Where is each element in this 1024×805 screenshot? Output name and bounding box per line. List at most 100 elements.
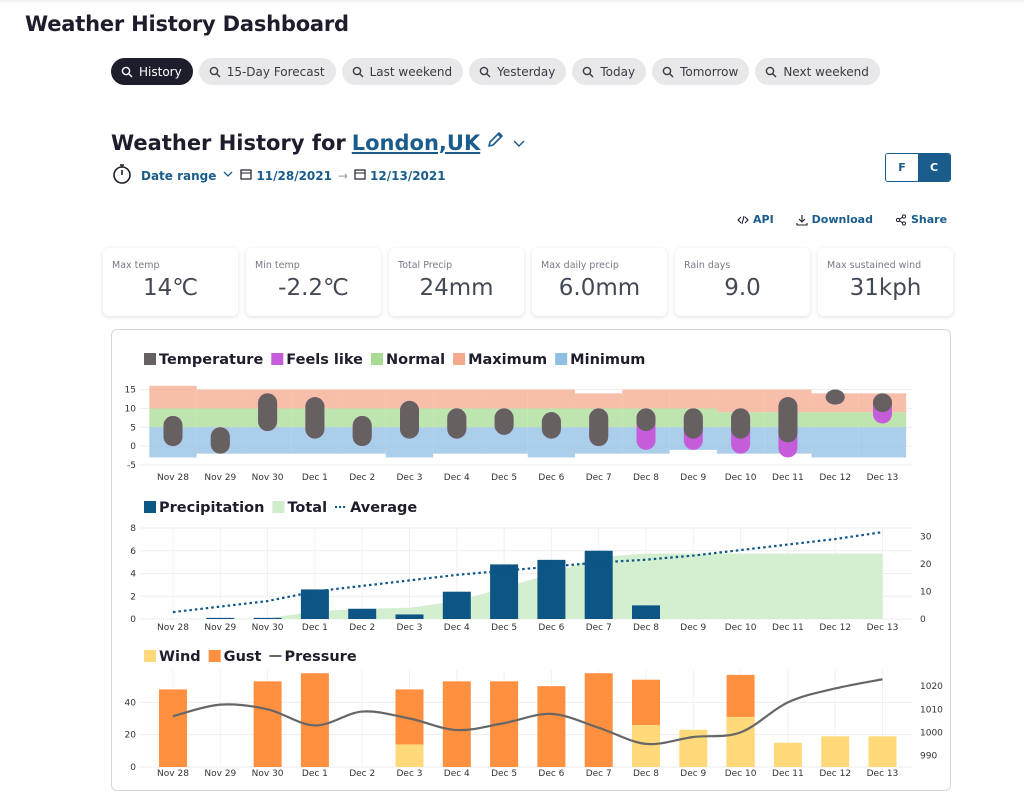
band-minimum (811, 427, 859, 458)
x-tick-label: Nov 29 (204, 623, 236, 633)
temperature-bar (541, 412, 561, 439)
temperature-bar (731, 408, 751, 439)
x-tick-label: Dec 9 (680, 623, 706, 633)
x-tick-label: Dec 11 (772, 769, 804, 779)
gust-bar (300, 673, 329, 767)
x-tick-label: Dec 4 (444, 769, 470, 779)
x-tick-label: Dec 7 (586, 623, 612, 633)
temperature-bar (825, 389, 845, 405)
y2-tick-label: 10 (920, 587, 932, 597)
precipitation-bar (632, 605, 660, 619)
tab-label: Yesterday (497, 64, 556, 79)
location-link[interactable]: London,UK (351, 130, 481, 155)
summary-value: 6.0mm (558, 275, 641, 301)
date-range-label[interactable]: Date range (141, 168, 217, 183)
legend-label: Maximum (468, 352, 547, 368)
download-icon (796, 214, 808, 226)
temperature-bar (352, 415, 372, 447)
wind-bar (726, 716, 755, 767)
unit-c-button[interactable]: C (918, 154, 950, 181)
band-maximum (338, 389, 386, 409)
band-maximum (196, 389, 244, 409)
x-tick-label: Dec 8 (633, 623, 659, 633)
search-icon (352, 66, 364, 77)
tab-history[interactable]: History (111, 58, 193, 85)
x-tick-label: Dec 13 (867, 623, 899, 633)
x-tick-label: Nov 29 (204, 473, 236, 483)
x-tick-label: Dec 2 (349, 769, 375, 779)
start-date[interactable]: 11/28/2021 (256, 168, 332, 183)
temperature-bar (447, 408, 467, 439)
page-title: Weather History for London,UK (111, 130, 526, 155)
x-tick-label: Dec 4 (444, 473, 470, 483)
x-tick-label: Dec 8 (633, 473, 659, 483)
band-maximum (527, 389, 576, 409)
x-tick-label: Dec 12 (819, 769, 851, 779)
summary-cards: Max temp 14℃ Min temp -2.2℃ Total Precip 24… (103, 248, 953, 316)
tab-tomorrow[interactable]: Tomorrow (652, 58, 750, 85)
summary-label: Total Precip (398, 260, 453, 271)
legend-swatch (208, 650, 221, 662)
search-icon (766, 66, 777, 77)
pressure-line (172, 678, 883, 746)
legend-swatch (144, 501, 156, 513)
y2-tick-label: 1010 (920, 705, 943, 715)
legend-label: Wind (159, 649, 201, 665)
band-maximum (480, 389, 528, 409)
search-icon (583, 66, 594, 77)
y-tick-label: -5 (127, 461, 136, 471)
summary-label: Min temp (255, 260, 300, 271)
y-tick-label: 40 (125, 698, 137, 708)
download-link[interactable]: Download (796, 213, 873, 226)
gust-bar (159, 689, 187, 767)
legend-swatch (555, 353, 568, 365)
x-tick-label: Dec 10 (725, 623, 757, 633)
average-line (172, 531, 883, 614)
y-tick-label: 8 (130, 524, 136, 534)
tab-last-weekend[interactable]: Last weekend (341, 58, 464, 85)
total-area (173, 553, 883, 619)
x-tick-label: Dec 11 (772, 623, 804, 633)
legend-label: Normal (386, 352, 445, 368)
precipitation-bar (253, 617, 282, 619)
wind-bar (395, 744, 424, 767)
x-tick-label: Dec 1 (302, 623, 328, 633)
edit-pencil-icon[interactable] (486, 130, 506, 155)
x-tick-label: Nov 28 (157, 769, 189, 779)
x-tick-label: Dec 12 (819, 473, 851, 483)
date-range-chevron-down-icon[interactable] (222, 168, 234, 183)
api-label: API (753, 213, 774, 226)
y-tick-label: 0 (130, 615, 136, 625)
wind-bar (632, 724, 660, 767)
tab-label: Today (600, 64, 636, 79)
gust-bar (537, 686, 566, 767)
api-link[interactable]: API (737, 213, 774, 226)
arrow-right-icon: → (337, 168, 349, 183)
heading-prefix: Weather History for (111, 130, 346, 155)
band-maximum (433, 389, 481, 409)
tab-yesterday[interactable]: Yesterday (469, 58, 567, 85)
x-tick-label: Dec 2 (349, 473, 375, 483)
wind-bar (868, 736, 897, 767)
summary-value: 9.0 (724, 275, 761, 301)
band-maximum (669, 389, 717, 409)
share-label: Share (910, 213, 948, 226)
temperature-bar (258, 393, 278, 432)
unit-f-button[interactable]: F (886, 154, 918, 181)
share-link[interactable]: Share (895, 213, 947, 226)
band-normal (811, 412, 859, 428)
end-date[interactable]: 12/13/2021 (370, 168, 446, 183)
location-chevron-down-icon[interactable] (512, 131, 526, 155)
tab-next-weekend[interactable]: Next weekend (755, 58, 880, 85)
summary-card: Min temp -2.2℃ (246, 248, 381, 316)
y-tick-label: 20 (125, 731, 137, 741)
temperature-bar (683, 408, 703, 439)
y-tick-label: 6 (130, 547, 136, 557)
legend-swatch (144, 650, 156, 662)
x-tick-label: Dec 6 (538, 769, 564, 779)
x-tick-label: Dec 3 (396, 623, 422, 633)
tab-15-day-forecast[interactable]: 15-Day Forecast (198, 58, 336, 85)
y-tick-label: 2 (130, 592, 136, 602)
x-tick-label: Nov 28 (157, 623, 189, 633)
tab-today[interactable]: Today (572, 58, 647, 85)
